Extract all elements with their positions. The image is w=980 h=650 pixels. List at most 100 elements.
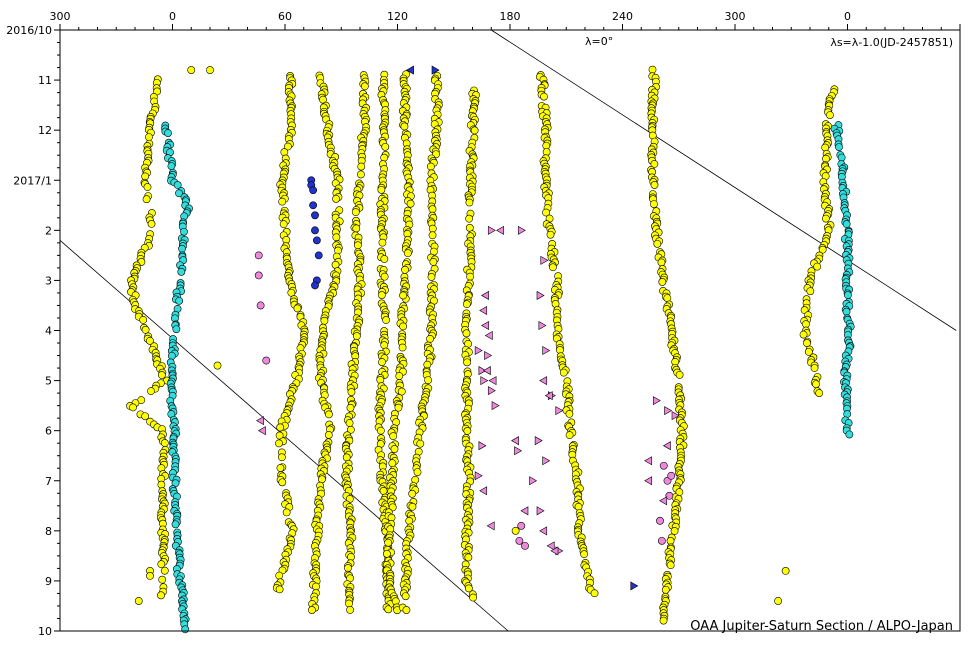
data-point — [275, 431, 284, 440]
data-point-triangle — [630, 581, 639, 591]
data-point-triangle — [481, 320, 489, 331]
data-point — [352, 332, 361, 340]
data-point — [325, 410, 333, 419]
data-point-triangle — [431, 65, 440, 75]
x-tick-label: 0 — [844, 10, 851, 23]
data-point — [546, 230, 555, 239]
data-point — [134, 597, 143, 605]
system-annotation: λs=λ-1.0(JD-2457851) — [830, 36, 953, 49]
data-point — [397, 387, 406, 396]
data-point-triangle — [486, 521, 495, 531]
x-tick-label: 300 — [50, 10, 71, 23]
data-point-triangle — [478, 366, 487, 376]
data-point — [426, 162, 435, 171]
data-point — [590, 589, 599, 598]
data-point — [656, 516, 664, 525]
data-point-triangle — [406, 65, 414, 75]
data-point — [141, 172, 150, 181]
data-point-triangle — [520, 506, 529, 516]
data-point — [147, 220, 156, 228]
data-point-triangle — [644, 456, 653, 466]
data-point — [810, 364, 819, 372]
data-point — [400, 122, 409, 131]
data-point — [175, 189, 183, 198]
data-point — [187, 66, 196, 74]
y-tick-label: 4 — [45, 325, 52, 338]
data-point — [146, 336, 154, 345]
data-point — [314, 251, 323, 260]
data-point — [380, 153, 389, 162]
data-point — [379, 486, 388, 495]
data-point — [401, 592, 410, 601]
data-point — [806, 287, 815, 296]
data-point — [308, 606, 316, 614]
data-point-triangle — [480, 376, 489, 386]
data-point — [464, 584, 473, 593]
data-point — [559, 368, 568, 377]
data-point — [462, 329, 471, 338]
data-point — [542, 208, 550, 217]
data-point — [383, 549, 391, 558]
data-point — [463, 358, 472, 367]
data-point-triangle — [474, 471, 483, 481]
data-point — [256, 301, 265, 310]
data-point-triangle — [482, 366, 491, 376]
data-point — [398, 343, 407, 352]
data-point-triangle — [534, 436, 543, 446]
data-point — [320, 316, 329, 325]
data-point — [254, 251, 263, 260]
data-point — [160, 566, 169, 575]
data-point — [515, 536, 524, 545]
y-tick-label: 3 — [45, 274, 52, 287]
data-point — [399, 291, 408, 300]
data-point — [346, 403, 355, 412]
data-point — [429, 257, 438, 266]
data-point — [426, 334, 434, 343]
data-point — [311, 226, 319, 235]
data-point — [380, 272, 389, 281]
data-point — [821, 214, 830, 223]
data-point — [309, 201, 318, 210]
data-point-triangle — [488, 376, 497, 386]
data-point — [658, 278, 667, 286]
lambda-zero-label: λ=0° — [585, 35, 613, 48]
data-point — [181, 625, 190, 634]
data-point — [799, 330, 808, 339]
x-axis: 300 0 60 120 180 240 300 0 — [50, 10, 961, 30]
data-point — [650, 181, 659, 189]
data-point — [275, 571, 284, 580]
data-point — [466, 272, 475, 281]
data-point-triangle — [659, 496, 668, 506]
data-point-triangle — [536, 290, 545, 300]
data-point — [521, 541, 529, 550]
data-point — [275, 585, 284, 594]
data-point — [178, 244, 186, 253]
lambda-zero-line — [491, 29, 957, 331]
data-point — [665, 491, 674, 500]
data-point-triangle — [511, 436, 519, 446]
data-point-triangle — [538, 320, 547, 331]
data-point-triangle — [540, 255, 549, 265]
y-tick-label: 2017/1 — [13, 174, 52, 187]
data-point — [842, 307, 851, 316]
data-point-triangle — [479, 305, 488, 315]
data-point — [254, 271, 263, 280]
data-point — [158, 575, 167, 584]
data-point — [311, 281, 319, 290]
data-point-triangle — [550, 546, 559, 556]
y-tick-label: 12 — [38, 124, 52, 137]
data-point — [388, 459, 397, 468]
data-point — [332, 233, 341, 242]
data-point-triangle — [529, 476, 538, 486]
data-point — [141, 325, 150, 334]
data-point — [262, 356, 271, 365]
data-point — [465, 214, 473, 223]
data-point — [376, 375, 385, 384]
data-point — [324, 431, 333, 439]
data-point — [413, 468, 422, 476]
data-point-triangle — [479, 486, 488, 496]
data-point — [172, 325, 181, 334]
data-point — [380, 255, 389, 263]
data-point — [650, 200, 658, 209]
